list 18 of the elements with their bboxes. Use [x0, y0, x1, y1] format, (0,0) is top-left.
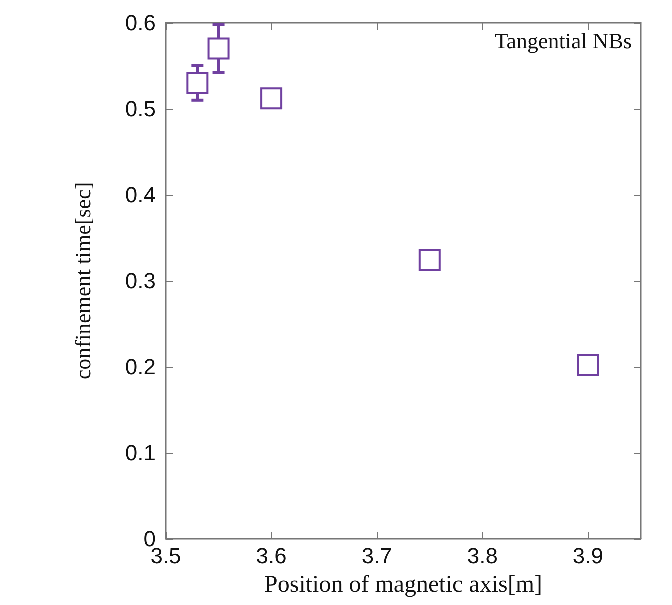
- y-axis-title: confinement time[sec]: [70, 182, 96, 380]
- point: [260, 88, 283, 110]
- y-tick-label: 0.2: [125, 354, 156, 380]
- x-tick-label: 3.6: [256, 544, 287, 568]
- y-tick-label: 0.4: [125, 182, 156, 208]
- point: [186, 72, 209, 94]
- x-tick-label: 3.8: [467, 544, 498, 568]
- x-tick-label: 3.7: [362, 544, 392, 568]
- point: [577, 354, 600, 376]
- y-tick-label: 0.5: [125, 96, 156, 122]
- annotation: Tangential NBs: [494, 28, 632, 54]
- point: [418, 249, 441, 272]
- x-tick-label: 3.9: [572, 544, 604, 568]
- y-tick-label: 0.1: [125, 440, 156, 466]
- y-tick-label: 0.3: [125, 268, 156, 294]
- x-axis-title: Position of magnetic axis[m]: [264, 572, 542, 598]
- y-tick-label: 0.6: [125, 10, 156, 36]
- point: [208, 38, 230, 60]
